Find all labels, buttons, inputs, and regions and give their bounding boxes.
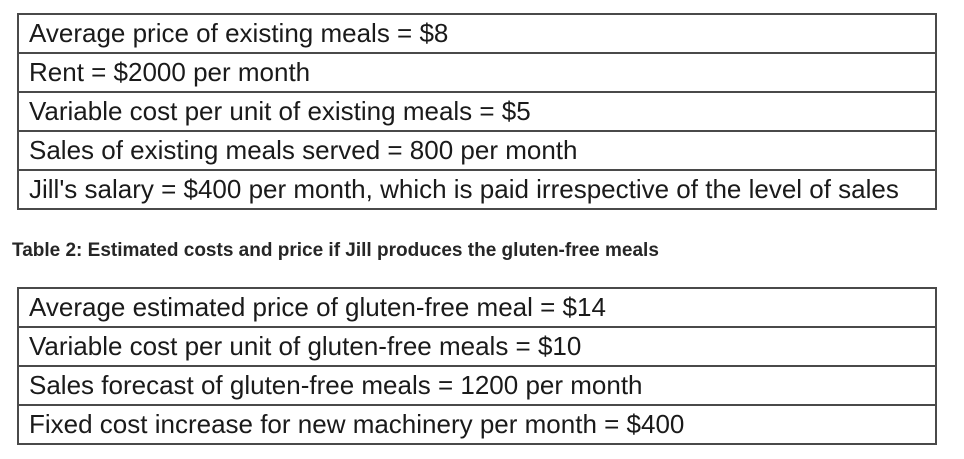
document-page: Average price of existing meals = $8 Ren… <box>12 13 937 445</box>
table-cell-variable-cost-existing: Variable cost per unit of existing meals… <box>17 91 937 132</box>
table-row: Sales forecast of gluten-free meals = 12… <box>17 365 937 406</box>
table-cell-rent: Rent = $2000 per month <box>17 52 937 93</box>
table-row: Rent = $2000 per month <box>17 52 937 93</box>
table-row: Sales of existing meals served = 800 per… <box>17 130 937 171</box>
table-row: Average estimated price of gluten-free m… <box>17 287 937 328</box>
table-row: Variable cost per unit of existing meals… <box>17 91 937 132</box>
table-cell-existing-price: Average price of existing meals = $8 <box>17 13 937 54</box>
table-cell-gluten-free-price: Average estimated price of gluten-free m… <box>17 287 937 328</box>
table-cell-jill-salary: Jill's salary = $400 per month, which is… <box>17 169 937 210</box>
gluten-free-meals-table-body: Average estimated price of gluten-free m… <box>17 287 937 445</box>
table-cell-sales-existing: Sales of existing meals served = 800 per… <box>17 130 937 171</box>
table-2-caption: Table 2: Estimated costs and price if Ji… <box>12 240 659 261</box>
table-row: Jill's salary = $400 per month, which is… <box>17 169 937 210</box>
table-row: Variable cost per unit of gluten-free me… <box>17 326 937 367</box>
existing-meals-table-body: Average price of existing meals = $8 Ren… <box>17 13 937 210</box>
existing-meals-table: Average price of existing meals = $8 Ren… <box>17 13 937 210</box>
table-row: Average price of existing meals = $8 <box>17 13 937 54</box>
table-row: Fixed cost increase for new machinery pe… <box>17 404 937 445</box>
table-cell-sales-forecast-gluten-free: Sales forecast of gluten-free meals = 12… <box>17 365 937 406</box>
table-cell-fixed-cost-machinery: Fixed cost increase for new machinery pe… <box>17 404 937 445</box>
gluten-free-meals-table: Average estimated price of gluten-free m… <box>17 287 937 445</box>
table-cell-variable-cost-gluten-free: Variable cost per unit of gluten-free me… <box>17 326 937 367</box>
